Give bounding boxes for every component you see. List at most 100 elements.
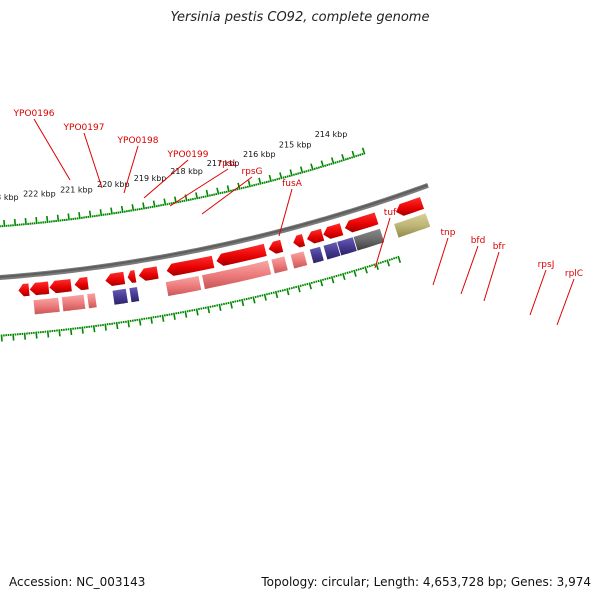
- outer-tick: [324, 277, 327, 281]
- inner-tick: [319, 165, 323, 169]
- outer-tick: [346, 271, 349, 274]
- inner-tick: [272, 179, 275, 182]
- gene-leader-line: [201, 176, 253, 215]
- gene-label: YPO0198: [117, 136, 159, 146]
- inner-tick: [289, 169, 293, 177]
- outer-tick: [104, 323, 107, 331]
- inner-tick: [292, 173, 295, 176]
- cds-arrow: [137, 265, 160, 282]
- inner-tick: [46, 215, 49, 223]
- outer-tick: [92, 325, 96, 333]
- feature-blocks: [32, 212, 432, 316]
- accession-text: Accession: NC_003143: [9, 575, 146, 589]
- outer-tick: [390, 257, 393, 261]
- feature-block: [32, 296, 61, 316]
- outer-tick: [386, 259, 391, 267]
- outer-tick: [12, 333, 15, 341]
- inner-tick: [351, 150, 356, 158]
- outer-tick: [348, 270, 351, 274]
- feature-block: [111, 287, 129, 306]
- inner-tick: [357, 154, 360, 157]
- feature-block: [164, 275, 203, 298]
- gene-label: bfd: [471, 236, 486, 246]
- outer-tick: [337, 274, 340, 277]
- inner-tick: [263, 181, 266, 184]
- outer-tick: [286, 288, 290, 296]
- inner-tick: [309, 168, 312, 172]
- outer-tick: [295, 285, 298, 289]
- inner-tick: [221, 191, 224, 194]
- outer-tick: [297, 285, 301, 293]
- outer-tick: [250, 296, 253, 300]
- outer-tick: [357, 268, 360, 271]
- outer-tick: [364, 266, 368, 274]
- inner-tick: [204, 195, 207, 198]
- inner-tick: [13, 219, 17, 227]
- inner-tick: [67, 213, 70, 221]
- outer-tick: [283, 288, 286, 292]
- outer-tick: [127, 320, 130, 328]
- feature-block: [352, 227, 386, 252]
- inner-tick: [324, 164, 327, 167]
- tick-label: 216 kbp: [243, 150, 276, 159]
- cds-arrow: [17, 282, 31, 297]
- inner-tick: [265, 180, 268, 184]
- inner-tick: [288, 174, 291, 178]
- outer-tick: [274, 290, 279, 299]
- gene-leader-line: [483, 251, 500, 302]
- inner-tick: [284, 175, 287, 179]
- inner-tick: [255, 183, 258, 186]
- inner-tick: [346, 157, 349, 160]
- feature-block: [308, 245, 325, 265]
- inner-tick: [35, 217, 38, 225]
- inner-tick: [219, 191, 222, 195]
- label-leaders: [33, 118, 575, 326]
- outer-tick: [35, 331, 38, 339]
- outer-tick: [229, 301, 233, 309]
- inner-tick: [268, 174, 272, 183]
- tick-label: 223 kbp: [0, 193, 19, 202]
- inner-tick: [242, 186, 245, 189]
- outer-tick: [218, 303, 222, 311]
- inner-tick: [336, 160, 339, 164]
- inner-tick: [276, 178, 279, 181]
- outer-tick: [304, 283, 307, 286]
- inner-tick: [338, 160, 341, 163]
- inner-tick: [120, 205, 124, 214]
- inner-tick: [267, 180, 270, 183]
- inner-tick: [3, 219, 6, 228]
- outer-tick: [138, 318, 142, 326]
- gene-leader-line: [556, 278, 575, 326]
- cds-arrow: [292, 233, 306, 249]
- outer-tick: [308, 282, 312, 290]
- cds-arrow: [104, 271, 126, 287]
- outer-tick: [381, 260, 385, 264]
- gene-label: tuf: [384, 208, 397, 218]
- outer-tick: [366, 265, 369, 268]
- inner-tick: [110, 207, 113, 215]
- outer-tick: [81, 326, 84, 334]
- outer-tick: [161, 314, 165, 322]
- inner-tick: [131, 204, 135, 212]
- outer-tick: [339, 273, 342, 276]
- outer-tick: [335, 274, 338, 278]
- outer-tick: [313, 281, 316, 284]
- outer-tick: [299, 284, 302, 287]
- tick-label: 217 kbp: [207, 159, 240, 168]
- outer-tick: [290, 286, 293, 290]
- outer-tick: [310, 281, 313, 285]
- tick-label: 219 kbp: [134, 174, 167, 183]
- inner-tick: [299, 166, 304, 174]
- outer-tick: [256, 295, 259, 298]
- inner-tick: [359, 153, 362, 156]
- outer-tick: [359, 267, 362, 271]
- outer-tick: [377, 262, 380, 265]
- outer-tick: [238, 299, 241, 302]
- cds-arrow: [126, 269, 138, 284]
- inner-tick: [317, 166, 320, 169]
- gene-leader-line: [33, 118, 71, 181]
- feature-block: [60, 293, 87, 313]
- inner-tick: [328, 163, 331, 166]
- gene-label: rpsL: [218, 159, 237, 169]
